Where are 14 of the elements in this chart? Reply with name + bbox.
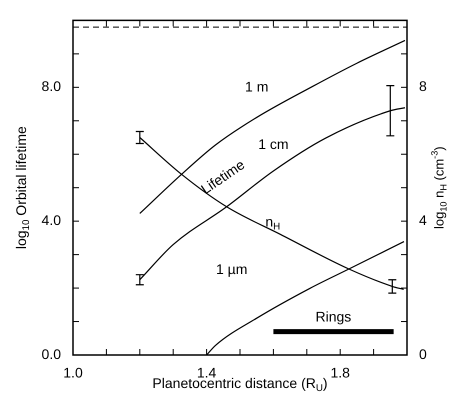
text: 1 µm bbox=[216, 261, 248, 278]
y2-tick-label: 8 bbox=[419, 78, 427, 94]
y-tick-label: 4.0 bbox=[42, 212, 62, 228]
series-label: Rings bbox=[316, 308, 352, 324]
x-tick-label: 1.0 bbox=[63, 364, 83, 380]
y2-tick-label: 0 bbox=[419, 346, 427, 362]
y2-axis-title: log10 nH (cm-3) bbox=[429, 146, 448, 229]
y-axis-title: log10 Orbital lifetime bbox=[12, 126, 32, 250]
y-tick-label: 0.0 bbox=[42, 346, 62, 362]
y-tick-label: 8.0 bbox=[42, 78, 62, 94]
y2-tick-label: 4 bbox=[419, 212, 427, 228]
series-label: 1 m bbox=[245, 78, 268, 94]
series-label: 1 cm bbox=[258, 136, 289, 152]
x-tick-label: 1.8 bbox=[330, 364, 350, 380]
